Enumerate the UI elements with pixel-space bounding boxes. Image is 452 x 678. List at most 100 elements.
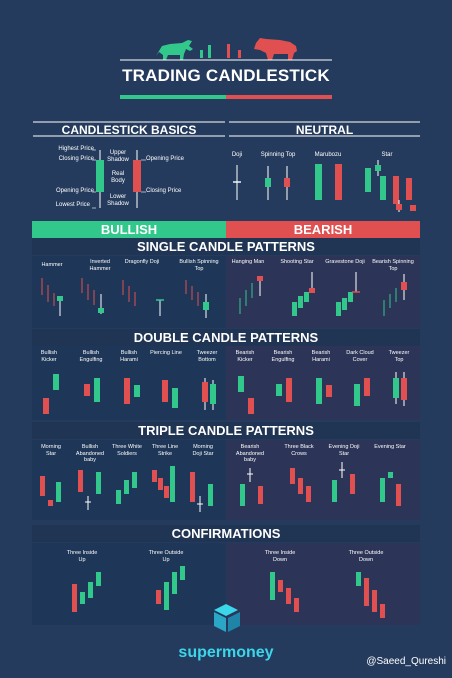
single-bear-label-3: Bearish Spinning Top <box>372 259 414 272</box>
double-bearish-harami-candles <box>316 378 332 404</box>
single-hanging-man-candles <box>239 276 263 314</box>
neutral-star <box>365 160 416 212</box>
double-bear-label-2: Bearish Harami <box>311 350 331 363</box>
double-bull-label-1: Bullish Engulfing <box>79 350 103 363</box>
double-bullish-kicker-candles <box>43 374 59 414</box>
bullish-banner: BULLISH <box>32 221 226 238</box>
double-bull-label-4: Tweezer Bottom <box>196 350 218 363</box>
author-handle: @Saeed_Qureshi <box>366 656 446 667</box>
confirm-three-inside-down-candles <box>270 572 299 612</box>
triple-evening-doji-star-candles <box>332 462 355 502</box>
neutral-spinning-top <box>265 166 290 200</box>
double-bearish-kicker-candles <box>238 376 254 414</box>
triple-bear-label-1: Three Black Crows <box>284 444 314 457</box>
double-bull-label-2: Bullish Harami <box>120 350 138 363</box>
single-bullish-spinning-top-candles <box>185 280 209 318</box>
label-closing-price-left: Closing Price <box>58 156 94 162</box>
triple-abandoned-baby-bull-candles <box>78 470 101 510</box>
page-title: TRADING CANDLESTICK <box>122 66 330 85</box>
basics-bull-candle <box>92 149 104 209</box>
triple-bear-label-3: Evening Star <box>374 444 406 450</box>
triple-bear-label-0: Bearish Abandoned baby <box>235 444 265 463</box>
double-piercing-line-candles <box>162 380 178 408</box>
single-gravestone-doji-candles <box>336 272 360 316</box>
single-hammer-candles <box>41 278 63 316</box>
single-dragonfly-doji-candles <box>122 280 164 316</box>
confirm-bear-panel <box>226 543 420 625</box>
triple-bear-panel <box>226 440 420 520</box>
confirm-bull-panel <box>32 543 226 625</box>
confirm-bull-label-0: Three Inside Up <box>66 550 98 563</box>
neutral-doji-label: Doji <box>231 152 243 158</box>
label-highest-price: Highest Price <box>58 146 94 152</box>
triple-bear-label-2: Evening Doji Star <box>328 444 360 457</box>
triple-bull-label-2: Three White Soldiers <box>112 444 142 457</box>
single-bear-label-0: Hanging Man <box>231 259 265 265</box>
triple-three-line-strike-candles <box>152 466 175 502</box>
label-closing-price-right: Closing Price <box>146 188 182 194</box>
confirm-three-outside-down-candles <box>356 572 385 618</box>
single-shooting-star-candles <box>292 272 315 316</box>
mini-candle <box>238 50 241 58</box>
triple-bull-label-0: Morning Star <box>41 444 61 457</box>
triple-evening-star-candles <box>380 472 401 506</box>
double-heading: DOUBLE CANDLE PATTERNS <box>32 329 420 346</box>
double-dark-cloud-cover-candles <box>354 378 370 406</box>
triple-abandoned-baby-bear-candles <box>240 468 263 506</box>
basics-heading: CANDLESTICK BASICS <box>61 123 197 137</box>
single-bull-label-2: Dragonfly Doji <box>124 259 160 265</box>
double-bear-label-1: Bearish Engulfing <box>271 350 295 363</box>
confirm-three-outside-up-candles <box>156 566 185 610</box>
single-bear-panel <box>226 256 420 328</box>
neutral-marubozu <box>315 164 342 200</box>
triple-morning-doji-star-candles <box>190 472 213 512</box>
neutral-marubozu-label: Marubozu <box>314 152 342 158</box>
confirm-three-inside-up-candles <box>72 572 101 612</box>
neutral-heading: NEUTRAL <box>295 123 354 137</box>
mini-candle <box>227 44 230 58</box>
basics-bear-candle <box>133 150 146 208</box>
neutral-doji <box>233 165 241 200</box>
supermoney-logo-icon <box>214 604 240 632</box>
triple-heading: TRIPLE CANDLE PATTERNS <box>32 422 420 439</box>
single-bear-label-1: Shooting Star <box>280 259 314 265</box>
single-heading: SINGLE CANDLE PATTERNS <box>32 238 420 255</box>
triple-bull-label-1: Bullish Abandoned baby <box>75 444 105 463</box>
bull-icon <box>156 40 193 60</box>
title-bar-green <box>120 95 226 99</box>
double-tweezer-bottom-candles <box>202 378 216 410</box>
label-opening-price-left: Opening Price <box>55 188 94 194</box>
triple-bull-label-4: Morning Doji Star <box>192 444 214 457</box>
double-bear-label-4: Tweezer Top <box>388 350 410 363</box>
brand-name: supermoney <box>178 644 274 661</box>
bear-icon <box>254 38 297 60</box>
confirm-bear-label-1: Three Outside Down <box>348 550 384 563</box>
single-inverted-hammer-candles <box>81 278 104 314</box>
single-bearish-spinning-top-candles <box>383 274 407 316</box>
label-upper-shadow: Upper Shadow <box>107 150 129 163</box>
triple-three-black-crows-candles <box>290 468 311 502</box>
triple-bull-label-3: Three Line Strike <box>151 444 179 457</box>
double-bearish-engulfing-candles <box>276 378 292 402</box>
label-opening-price-right: Opening Price <box>146 156 185 162</box>
double-bullish-harami-candles <box>124 378 140 404</box>
single-bear-label-2: Gravestone Doji <box>325 259 365 265</box>
label-lower-shadow: Lower Shadow <box>107 194 129 207</box>
double-bear-panel <box>226 346 420 420</box>
single-bull-label-3: Bullish Spinning Top <box>179 259 219 272</box>
label-real-body: Real Body <box>111 171 125 184</box>
triple-three-white-soldiers-candles <box>116 472 137 504</box>
bearish-banner: BEARISH <box>226 221 420 238</box>
double-bullish-engulfing-candles <box>84 378 100 402</box>
confirm-bull-label-1: Three Outside Up <box>148 550 184 563</box>
neutral-spinning-top-label: Spinning Top <box>260 152 296 158</box>
confirm-heading: CONFIRMATIONS <box>32 525 420 542</box>
mini-candle <box>200 50 203 58</box>
double-bull-label-0: Bullish Kicker <box>40 350 58 363</box>
title-bar-red <box>226 95 332 99</box>
double-tweezer-top-candles <box>393 372 407 406</box>
confirm-bear-label-0: Three Inside Down <box>264 550 296 563</box>
double-bull-label-3: Piercing Line <box>150 350 182 356</box>
